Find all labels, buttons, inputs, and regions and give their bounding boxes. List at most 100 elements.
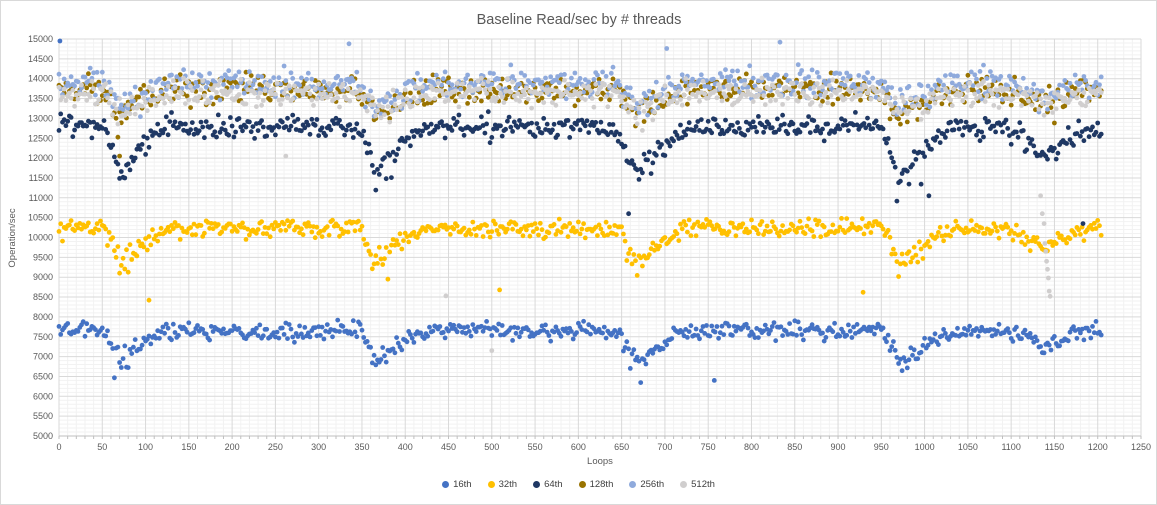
x-tick-label: 50 (97, 442, 107, 452)
y-tick-label: 8000 (33, 312, 53, 322)
x-tick-label: 500 (484, 442, 499, 452)
x-tick-label: 300 (311, 442, 326, 452)
outlier-point (283, 153, 289, 159)
outlier-point (1042, 241, 1048, 246)
outlier-point (443, 293, 449, 299)
series-16th-points (56, 38, 1104, 385)
series-256th-points (56, 39, 1104, 120)
x-tick-label: 1250 (1131, 442, 1151, 452)
y-tick-label: 14500 (28, 54, 53, 64)
legend-label: 16th (453, 479, 472, 490)
legend-marker-32th (487, 481, 495, 488)
x-tick-label: 900 (831, 442, 846, 452)
x-axis-title: Loops (587, 456, 613, 467)
outlier-point (664, 46, 670, 51)
x-tick-label: 1100 (1001, 442, 1020, 452)
y-tick-label: 5500 (33, 411, 53, 421)
y-tick-label: 11500 (29, 173, 53, 183)
legend-item-512th[interactable]: 512th (680, 479, 715, 490)
y-tick-label: 9500 (33, 252, 53, 262)
y-tick-label: 5000 (33, 431, 53, 441)
y-tick-label: 12500 (28, 133, 53, 143)
legend-label: 256th (640, 479, 665, 490)
y-tick-label: 9000 (33, 272, 53, 282)
outlier-point (497, 287, 502, 293)
legend-marker-64th (533, 481, 541, 488)
outlier-point (1041, 221, 1047, 227)
outlier-point (860, 289, 866, 295)
outlier-point (711, 378, 717, 383)
legend-label: 512th (691, 479, 715, 490)
y-tick-label: 11000 (29, 193, 53, 203)
outlier-point (777, 39, 783, 45)
y-tick-label: 8500 (33, 292, 53, 302)
legend-item-256th[interactable]: 256th (629, 479, 664, 490)
outlier-point (117, 153, 122, 159)
x-tick-label: 150 (181, 442, 196, 452)
series-64th-points (56, 109, 1104, 227)
legend-item-128th[interactable]: 128th (578, 479, 614, 490)
legend-item-16th[interactable]: 16th (442, 479, 472, 490)
legend-label: 64th (544, 479, 563, 490)
outlier-point (1080, 221, 1086, 227)
x-tick-label: 200 (225, 442, 240, 452)
outlier-point (626, 211, 631, 217)
legend: 16th 32th 64th 128th 256th 512th (1, 479, 1156, 490)
series-512th-points (56, 75, 1104, 353)
x-tick-label: 750 (701, 442, 716, 452)
series-32th-points (56, 216, 1104, 303)
y-tick-label: 7000 (33, 352, 53, 362)
x-tick-label: 650 (614, 442, 629, 452)
y-tick-label: 7500 (33, 332, 53, 342)
x-tick-label: 1200 (1088, 442, 1108, 452)
y-tick-label: 15000 (28, 34, 53, 44)
minor-gridlines (59, 39, 1141, 436)
legend-marker-512th (680, 481, 688, 488)
outlier-point (1043, 249, 1049, 254)
x-tick-label: 100 (138, 442, 153, 452)
x-tick-label: 800 (744, 442, 759, 452)
outlier-point (1044, 258, 1049, 264)
outlier-point (926, 193, 932, 199)
y-tick-label: 6000 (33, 391, 53, 401)
x-tick-label: 350 (354, 442, 369, 452)
outlier-point (1046, 288, 1052, 294)
outlier-point (1045, 266, 1050, 272)
outlier-point (1038, 193, 1043, 199)
legend-item-64th[interactable]: 64th (533, 479, 563, 490)
y-tick-label: 10500 (28, 213, 53, 223)
x-tick-label: 950 (874, 442, 889, 452)
x-tick-label: 400 (398, 442, 413, 452)
legend-item-32th[interactable]: 32th (487, 479, 518, 490)
outlier-point (146, 297, 152, 303)
outlier-point (346, 41, 352, 47)
x-tick-label: 0 (56, 442, 61, 452)
outlier-point (489, 348, 495, 353)
outlier-point (57, 38, 63, 44)
axis-tick-labels: 0 50 100 150 200 250 300 350 400 450 500 550 600 650 7… (28, 34, 1151, 452)
axis-tick-marks (58, 435, 1142, 439)
x-tick-label: 600 (571, 442, 586, 452)
x-tick-label: 1050 (958, 442, 978, 452)
y-tick-label: 13000 (28, 113, 53, 123)
legend-marker-256th (629, 481, 637, 488)
y-axis-title: Operation/sec (7, 208, 18, 267)
x-tick-label: 850 (787, 442, 802, 452)
x-tick-label: 450 (441, 442, 456, 452)
y-tick-label: 10000 (28, 233, 53, 243)
x-tick-label: 250 (268, 442, 283, 452)
y-tick-label: 6500 (33, 371, 53, 381)
scatter-points (56, 38, 1104, 385)
y-tick-label: 13500 (28, 94, 53, 104)
x-tick-label: 700 (657, 442, 672, 452)
x-tick-label: 1150 (1045, 442, 1064, 452)
x-tick-label: 550 (528, 442, 543, 452)
x-tick-label: 1000 (915, 442, 935, 452)
outlier-point (1039, 211, 1045, 217)
outlier-point (1047, 293, 1053, 299)
legend-label: 128th (589, 479, 614, 490)
legend-marker-128th (578, 481, 586, 488)
legend-label: 32th (498, 479, 518, 490)
